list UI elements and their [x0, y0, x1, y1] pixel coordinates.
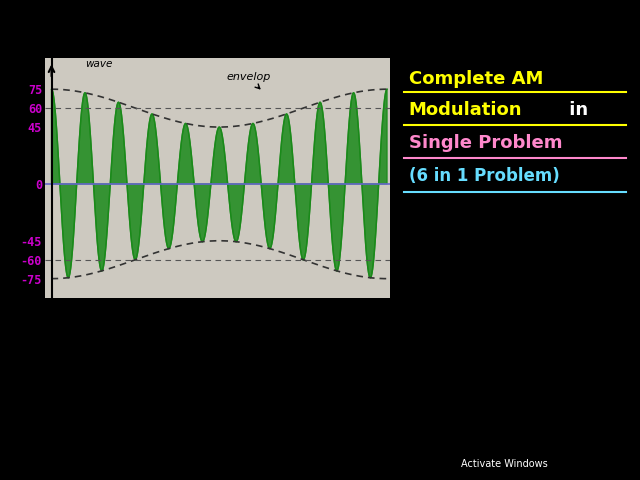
Text: Single Problem: Single Problem [409, 134, 562, 152]
Text: envelop: envelop [226, 72, 270, 89]
Text: 15: 15 [211, 346, 229, 360]
Text: ∴  The percent modulation = M = m: ∴ The percent modulation = M = m [45, 384, 295, 398]
Text: (c): (c) [25, 51, 42, 64]
Text: 4: 4 [320, 362, 329, 377]
Text: = 0.25: = 0.25 [358, 354, 405, 368]
Text: Activate Windows: Activate Windows [461, 459, 548, 469]
Text: (Amp. of modulating signal): (Amp. of modulating signal) [355, 304, 529, 317]
Text: 1: 1 [320, 346, 329, 360]
Text: Modulated
wave: Modulated wave [85, 48, 140, 69]
Text: modulation index (m: modulation index (m [64, 308, 208, 322]
Text: =: = [173, 354, 184, 368]
Text: 60: 60 [211, 362, 229, 377]
Text: max: max [598, 307, 620, 317]
Text: ) =: ) = [309, 308, 330, 322]
Text: ⇒M = 0.25×100: ⇒M = 0.25×100 [218, 412, 331, 427]
Text: a: a [298, 311, 305, 321]
Text: in: in [563, 101, 588, 119]
Text: (6 in 1 Problem): (6 in 1 Problem) [409, 167, 559, 185]
Text: (Amp. of carrier signal): (Amp. of carrier signal) [355, 331, 499, 344]
Text: ×100: ×100 [456, 384, 494, 398]
Text: a: a [445, 387, 452, 397]
Text: Complete AM: Complete AM [409, 70, 543, 88]
Text: (d): (d) [13, 308, 32, 322]
Text: =: = [275, 354, 287, 368]
Text: max: max [582, 334, 604, 344]
Text: Modulation: Modulation [409, 101, 522, 119]
